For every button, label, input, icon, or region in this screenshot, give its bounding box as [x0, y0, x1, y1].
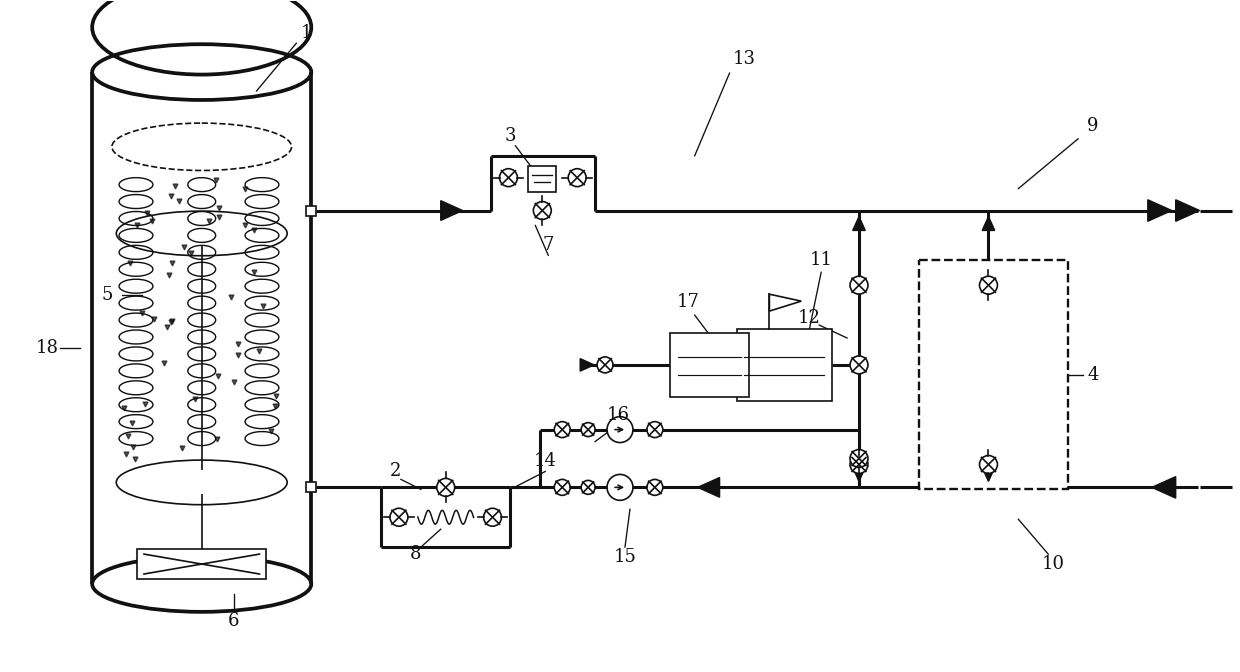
Circle shape	[533, 202, 552, 220]
Text: 11: 11	[810, 251, 833, 269]
Text: 10: 10	[1042, 555, 1065, 573]
Polygon shape	[1148, 200, 1172, 221]
Polygon shape	[698, 478, 719, 497]
Circle shape	[436, 478, 455, 497]
Circle shape	[980, 276, 997, 294]
Text: 7: 7	[543, 237, 554, 255]
Text: 2: 2	[391, 462, 402, 480]
Bar	[136, 549, 267, 579]
Text: 18: 18	[36, 339, 58, 357]
Circle shape	[554, 479, 570, 495]
Circle shape	[851, 356, 868, 374]
Text: 8: 8	[410, 545, 422, 563]
Text: 15: 15	[614, 548, 636, 566]
Circle shape	[647, 421, 663, 437]
Bar	[737, 329, 832, 401]
Circle shape	[582, 423, 595, 437]
Polygon shape	[1152, 476, 1176, 498]
Text: 13: 13	[733, 50, 756, 68]
Text: 6: 6	[228, 612, 239, 630]
Polygon shape	[1176, 200, 1199, 221]
Circle shape	[851, 456, 868, 474]
Polygon shape	[440, 201, 463, 220]
Circle shape	[608, 417, 632, 443]
Bar	[670, 333, 749, 396]
Text: 14: 14	[534, 452, 557, 470]
Text: 5: 5	[102, 286, 113, 304]
Circle shape	[851, 276, 868, 294]
Bar	[528, 166, 557, 192]
Circle shape	[568, 169, 587, 187]
Text: 17: 17	[676, 293, 699, 311]
Circle shape	[608, 474, 632, 501]
Circle shape	[647, 479, 663, 495]
Circle shape	[598, 357, 613, 373]
Text: 1: 1	[300, 24, 312, 42]
Circle shape	[500, 169, 517, 187]
Text: 3: 3	[505, 127, 516, 145]
Circle shape	[851, 450, 868, 468]
Text: 16: 16	[606, 406, 630, 423]
Bar	[306, 206, 316, 216]
Circle shape	[980, 456, 997, 474]
Bar	[919, 260, 1068, 489]
Circle shape	[484, 508, 501, 526]
Polygon shape	[580, 359, 594, 371]
Polygon shape	[769, 294, 801, 311]
Text: 9: 9	[1087, 117, 1099, 135]
Polygon shape	[982, 468, 994, 481]
Text: 4: 4	[1087, 366, 1099, 384]
Polygon shape	[853, 216, 866, 230]
Circle shape	[554, 421, 570, 437]
Circle shape	[389, 508, 408, 526]
Polygon shape	[853, 468, 866, 481]
Polygon shape	[982, 216, 994, 230]
Bar	[306, 482, 316, 493]
Circle shape	[582, 480, 595, 495]
Text: 12: 12	[797, 309, 821, 327]
